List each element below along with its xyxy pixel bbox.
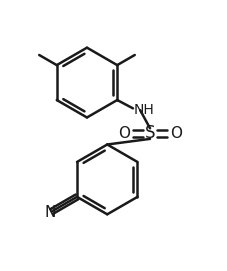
Text: S: S — [144, 124, 155, 142]
Text: O: O — [169, 126, 181, 141]
Text: N: N — [44, 205, 55, 220]
Text: NH: NH — [133, 103, 154, 117]
Text: O: O — [118, 126, 130, 141]
